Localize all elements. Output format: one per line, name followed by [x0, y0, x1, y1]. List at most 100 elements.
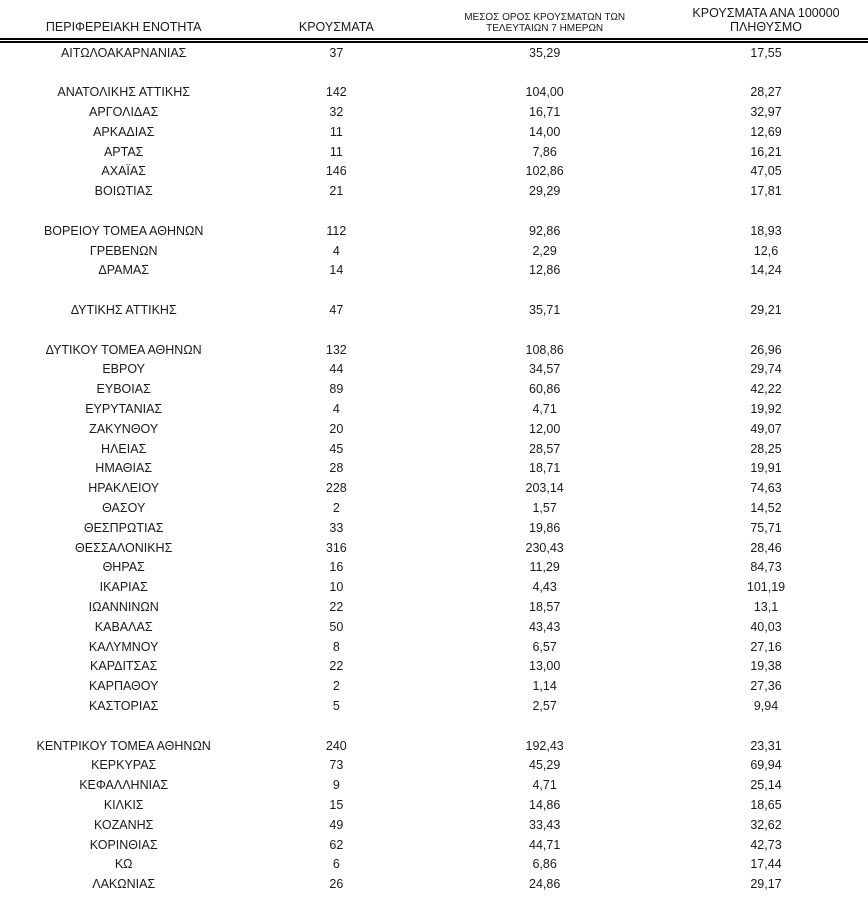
- cell-region: ΓΡΕΒΕΝΩΝ: [89, 243, 158, 258]
- table-row: ΑΝΑΤΟΛΙΚΗΣ ΑΤΤΙΚΗΣ 142 104,00 28,27: [0, 82, 868, 102]
- cell-per100k: 19,92: [750, 401, 782, 416]
- table-row: ΚΑΛΥΜΝΟΥ 8 6,57 27,16: [0, 637, 868, 657]
- cell-region: ΑΙΤΩΛΟΑΚΑΡΝΑΝΙΑΣ: [60, 45, 187, 60]
- cell-per100k: 29,74: [750, 362, 782, 377]
- cell-cases: 50: [329, 619, 344, 634]
- table-row: ΚΑΡΠΑΘΟΥ 2 1,14 27,36: [0, 676, 868, 696]
- cell-region: ΑΝΑΤΟΛΙΚΗΣ ΑΤΤΙΚΗΣ: [57, 85, 190, 100]
- cell-region: ΑΡΓΟΛΙΔΑΣ: [89, 105, 159, 120]
- table-row: ΙΚΑΡΙΑΣ 10 4,43 101,19: [0, 577, 868, 597]
- table-row: ΑΡΤΑΣ 11 7,86 16,21: [0, 142, 868, 162]
- cell-per100k: 17,55: [750, 45, 782, 60]
- cell-cases: 32: [329, 105, 344, 120]
- table-row: ΔΥΤΙΚΗΣ ΑΤΤΙΚΗΣ 47 35,71 29,21: [0, 300, 868, 320]
- spacer-row: [0, 201, 868, 221]
- spacer-row: [0, 716, 868, 736]
- cell-per100k: 42,73: [750, 837, 782, 852]
- cell-cases: 2: [332, 500, 340, 515]
- table-row: ΘΕΣΣΑΛΟΝΙΚΗΣ 316 230,43 28,46: [0, 538, 868, 558]
- cell-region: ΚΟΖΑΝΗΣ: [93, 817, 154, 832]
- cell-cases: 62: [329, 837, 344, 852]
- cell-region: ΑΧΑΪΑΣ: [101, 164, 146, 179]
- cell-region: ΚΑΒΑΛΑΣ: [94, 619, 153, 634]
- cell-avg7: 45,29: [529, 758, 561, 773]
- table-row: ΗΡΑΚΛΕΙΟΥ 228 203,14 74,63: [0, 478, 868, 498]
- cell-avg7: 18,57: [529, 599, 561, 614]
- cell-avg7: 2,29: [532, 243, 557, 258]
- cell-region: ΚΕΦΑΛΛΗΝΙΑΣ: [79, 778, 169, 793]
- cell-region: ΖΑΚΥΝΘΟΥ: [89, 421, 159, 436]
- cell-per100k: 42,22: [750, 382, 782, 397]
- spacer-cell: [0, 280, 868, 300]
- cell-avg7: 4,71: [532, 401, 557, 416]
- table-row: ΗΛΕΙΑΣ 45 28,57 28,25: [0, 439, 868, 459]
- table-row: ΚΙΛΚΙΣ 15 14,86 18,65: [0, 795, 868, 815]
- cell-per100k: 12,6: [753, 243, 779, 258]
- cell-cases: 10: [329, 580, 344, 595]
- table-row: ΑΡΚΑΔΙΑΣ 11 14,00 12,69: [0, 122, 868, 142]
- cell-per100k: 17,81: [750, 184, 782, 199]
- column-header-per100k: ΚΡΟΥΣΜΑΤΑ ΑΝΑ 100000 ΠΛΗΘΥΣΜΟ: [664, 0, 868, 40]
- cell-avg7: 44,71: [529, 837, 561, 852]
- cell-per100k: 47,05: [750, 164, 782, 179]
- cell-per100k: 28,25: [750, 441, 782, 456]
- cell-avg7: 16,71: [529, 105, 561, 120]
- cell-avg7: 108,86: [525, 342, 564, 357]
- cell-cases: 45: [329, 441, 344, 456]
- cell-per100k: 32,97: [750, 105, 782, 120]
- cell-per100k: 27,16: [750, 639, 782, 654]
- cell-region: ΚΙΛΚΙΣ: [103, 797, 144, 812]
- table-row: ΛΑΚΩΝΙΑΣ 26 24,86 29,17: [0, 874, 868, 894]
- cell-cases: 228: [325, 481, 347, 496]
- cell-region: ΔΥΤΙΚΗΣ ΑΤΤΙΚΗΣ: [70, 303, 177, 317]
- table-row: ΑΧΑΪΑΣ 146 102,86 47,05: [0, 162, 868, 182]
- cell-per100k: 16,21: [750, 144, 782, 159]
- cell-cases: 11: [329, 144, 343, 159]
- cell-cases: 4: [332, 401, 340, 416]
- cell-region: ΛΑΚΩΝΙΑΣ: [92, 877, 156, 892]
- cell-cases: 316: [325, 540, 347, 555]
- cell-avg7: 1,57: [532, 500, 557, 515]
- column-header-avg7-label: ΜΕΣΟΣ ΟΡΟΣ ΚΡΟΥΣΜΑΤΩΝ ΤΩΝ ΤΕΛΕΥΤΑΙΩΝ 7 Η…: [464, 11, 626, 35]
- cell-avg7: 1,14: [532, 679, 557, 694]
- cell-region: ΗΡΑΚΛΕΙΟΥ: [88, 481, 160, 496]
- table-row: ΘΑΣΟΥ 2 1,57 14,52: [0, 498, 868, 518]
- cell-avg7: 4,43: [532, 580, 557, 595]
- cell-per100k: 29,17: [750, 877, 782, 892]
- table-header: ΠΕΡΙΦΕΡΕΙΑΚΗ ΕΝΟΤΗΤΑ ΚΡΟΥΣΜΑΤΑ ΜΕΣΟΣ ΟΡΟ…: [0, 0, 868, 41]
- cell-avg7: 35,29: [529, 45, 561, 60]
- column-header-region-label: ΠΕΡΙΦΕΡΕΙΑΚΗ ΕΝΟΤΗΤΑ: [45, 20, 202, 35]
- cell-cases: 26: [329, 877, 344, 892]
- cell-cases: 89: [329, 382, 344, 397]
- table-row: ΘΗΡΑΣ 16 11,29 84,73: [0, 557, 868, 577]
- cell-avg7: 29,29: [529, 184, 561, 199]
- table-row: ΒΟΙΩΤΙΑΣ 21 29,29 17,81: [0, 181, 868, 201]
- table-row: ΚΕΝΤΡΙΚΟΥ ΤΟΜΕΑ ΑΘΗΝΩΝ 240 192,43 23,31: [0, 736, 868, 756]
- cell-avg7: 203,14: [525, 481, 564, 496]
- table-row: ΚΑΒΑΛΑΣ 50 43,43 40,03: [0, 617, 868, 637]
- cell-avg7: 4,71: [532, 778, 557, 793]
- cell-avg7: 33,43: [529, 817, 561, 832]
- cell-cases: 49: [329, 817, 344, 832]
- cell-cases: 20: [329, 421, 344, 436]
- table-row: ΒΟΡΕΙΟΥ ΤΟΜΕΑ ΑΘΗΝΩΝ 112 92,86 18,93: [0, 221, 868, 241]
- cell-per100k: 19,91: [750, 461, 782, 476]
- column-header-cases: ΚΡΟΥΣΜΑΤΑ: [247, 0, 425, 40]
- cell-cases: 8: [332, 639, 340, 654]
- cell-cases: 240: [325, 738, 347, 753]
- table-row: ΚΟΖΑΝΗΣ 49 33,43 32,62: [0, 815, 868, 835]
- cell-per100k: 49,07: [750, 421, 782, 436]
- cell-per100k: 12,69: [750, 124, 782, 139]
- spacer-row: [0, 63, 868, 83]
- table-row: ΙΩΑΝΝΙΝΩΝ 22 18,57 13,1: [0, 597, 868, 617]
- cell-avg7: 230,43: [525, 540, 564, 555]
- cell-region: ΙΚΑΡΙΑΣ: [99, 580, 148, 595]
- table-row: ΘΕΣΠΡΩΤΙΑΣ 33 19,86 75,71: [0, 518, 868, 538]
- cell-avg7: 2,57: [532, 698, 557, 713]
- cell-cases: 15: [329, 797, 344, 812]
- table-row: ΕΥΒΟΙΑΣ 89 60,86 42,22: [0, 379, 868, 399]
- cell-avg7: 43,43: [529, 619, 561, 634]
- table-row: ΖΑΚΥΝΘΟΥ 20 12,00 49,07: [0, 419, 868, 439]
- table-row: ΓΡΕΒΕΝΩΝ 4 2,29 12,6: [0, 241, 868, 261]
